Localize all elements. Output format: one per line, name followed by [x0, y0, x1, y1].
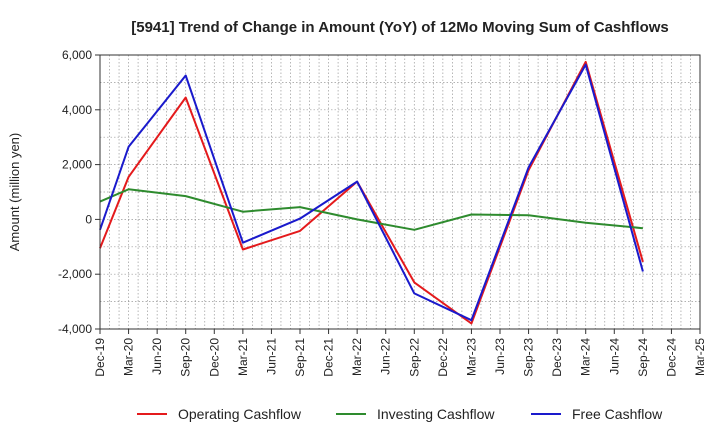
- x-tick-label: Jun-20: [150, 338, 164, 375]
- x-tick-label: Jun-22: [379, 338, 393, 375]
- y-tick-label: -2,000: [58, 267, 92, 281]
- x-tick-label: Sep-23: [522, 338, 536, 377]
- series-line-free-cashflow: [99, 63, 644, 322]
- legend-label: Operating Cashflow: [178, 406, 302, 422]
- y-axis-label: Amount (million yen): [7, 133, 22, 252]
- plot-frame: [99, 54, 701, 330]
- x-tick-label: Mar-22: [350, 338, 364, 376]
- x-tick-label: Dec-21: [322, 338, 336, 377]
- x-tick-label: Sep-22: [407, 338, 421, 377]
- legend-label: Free Cashflow: [572, 406, 663, 422]
- x-tick-label: Sep-20: [179, 338, 193, 377]
- x-tick-label: Sep-24: [636, 338, 650, 377]
- x-tick-label: Dec-19: [93, 338, 107, 377]
- x-tick-label: Dec-24: [664, 338, 678, 377]
- x-tick-label: Sep-21: [293, 338, 307, 377]
- y-tick-label: 2,000: [62, 158, 92, 172]
- series-line-investing-cashflow: [99, 188, 643, 231]
- x-tick-label: Jun-24: [607, 338, 621, 375]
- x-axis-ticks: Dec-19 Mar-20 Jun-20 Sep-20 Dec-20 Mar-21 Jun-…: [93, 329, 707, 377]
- legend-label: Investing Cashflow: [377, 406, 495, 422]
- x-tick-label: Jun-23: [493, 338, 507, 375]
- y-tick-label: -4,000: [58, 322, 92, 336]
- x-tick-label: Jun-21: [264, 338, 278, 375]
- x-tick-label: Dec-22: [436, 338, 450, 377]
- legend: Operating Cashflow Investing Cashflow Free…: [137, 406, 663, 422]
- x-tick-label: Dec-20: [207, 338, 221, 377]
- chart-title: [5941] Trend of Change in Amount (YoY) o…: [131, 19, 669, 36]
- x-tick-label: Mar-23: [464, 338, 478, 376]
- x-tick-label: Mar-21: [236, 338, 250, 376]
- y-axis-ticks: -4,000 -2,000 0 2,000 4,000 6,000: [58, 48, 100, 336]
- grid: [100, 55, 700, 329]
- x-tick-label: Mar-25: [693, 338, 707, 376]
- series-line-operating-cashflow: [99, 60, 644, 325]
- y-tick-label: 0: [85, 212, 92, 226]
- y-tick-label: 6,000: [62, 48, 92, 62]
- x-tick-label: Mar-24: [579, 338, 593, 376]
- y-tick-label: 4,000: [62, 103, 92, 117]
- x-tick-label: Dec-23: [550, 338, 564, 377]
- series-lines: [99, 60, 644, 325]
- x-tick-label: Mar-20: [122, 338, 136, 376]
